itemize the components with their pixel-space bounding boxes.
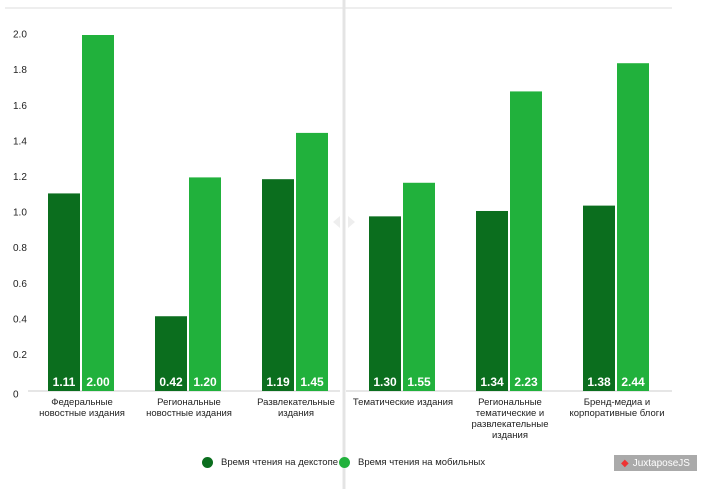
x-tick-label: Региональные тематические и развлекатель… [471,397,549,441]
credit-text: JuxtaposeJS [632,457,690,469]
x-tick-label: Тематические издания [352,397,454,408]
legend-label: Время чтения на декстопе [221,457,338,468]
bar [510,91,542,391]
value-label: 1.38 [587,375,611,389]
y-tick-label: 1.6 [13,101,27,112]
value-label: 1.20 [193,375,217,389]
slider-arrow-left[interactable] [333,216,340,228]
x-tick-label: Федеральные новостные издания [39,397,125,419]
bar [403,182,435,391]
bar [82,35,114,391]
bar [476,210,508,391]
y-tick-label: 0.8 [13,243,27,254]
value-label: 1.30 [373,375,397,389]
value-label: 1.19 [266,375,290,389]
legend-item: Время чтения на мобильных [339,457,485,468]
y-tick-label: 0.4 [13,314,27,325]
y-tick-label: 1.8 [13,65,27,76]
bar [262,179,294,391]
value-label: 1.34 [480,375,504,389]
bar [296,132,328,391]
slider-arrow-right[interactable] [348,216,355,228]
legend-label: Время чтения на мобильных [358,457,486,468]
legend-swatch [202,457,213,468]
bar [583,205,615,391]
y-tick-label: 0 [13,390,19,401]
y-tick-label: 1.4 [13,136,27,147]
y-tick-label: 0.6 [13,279,27,290]
bar [189,177,221,391]
y-tick-label: 1.2 [13,172,27,183]
y-tick-label: 1.0 [13,208,27,219]
y-tick-label: 0.2 [13,350,27,361]
x-tick-label: Региональные новостные издания [146,397,232,419]
y-tick-label: 2.0 [13,30,27,41]
x-tick-label: Развлекательные издания [257,397,335,419]
value-label: 1.45 [300,375,324,389]
x-tick-label: Бренд-медиа и корпоративные блоги [569,397,665,419]
value-label: 2.23 [514,375,538,389]
value-label: 2.44 [621,375,645,389]
value-label: 0.42 [159,375,183,389]
value-label: 1.11 [53,375,76,389]
legend-swatch [339,457,350,468]
bar [617,63,649,392]
bar [155,316,187,391]
juxtapose-credit[interactable]: ◆ JuxtaposeJS [614,455,697,471]
legend-item: Время чтения на декстопе [202,457,338,468]
value-label: 2.00 [86,375,110,389]
bar [48,193,80,391]
bar [369,216,401,391]
value-label: 1.55 [407,375,431,389]
